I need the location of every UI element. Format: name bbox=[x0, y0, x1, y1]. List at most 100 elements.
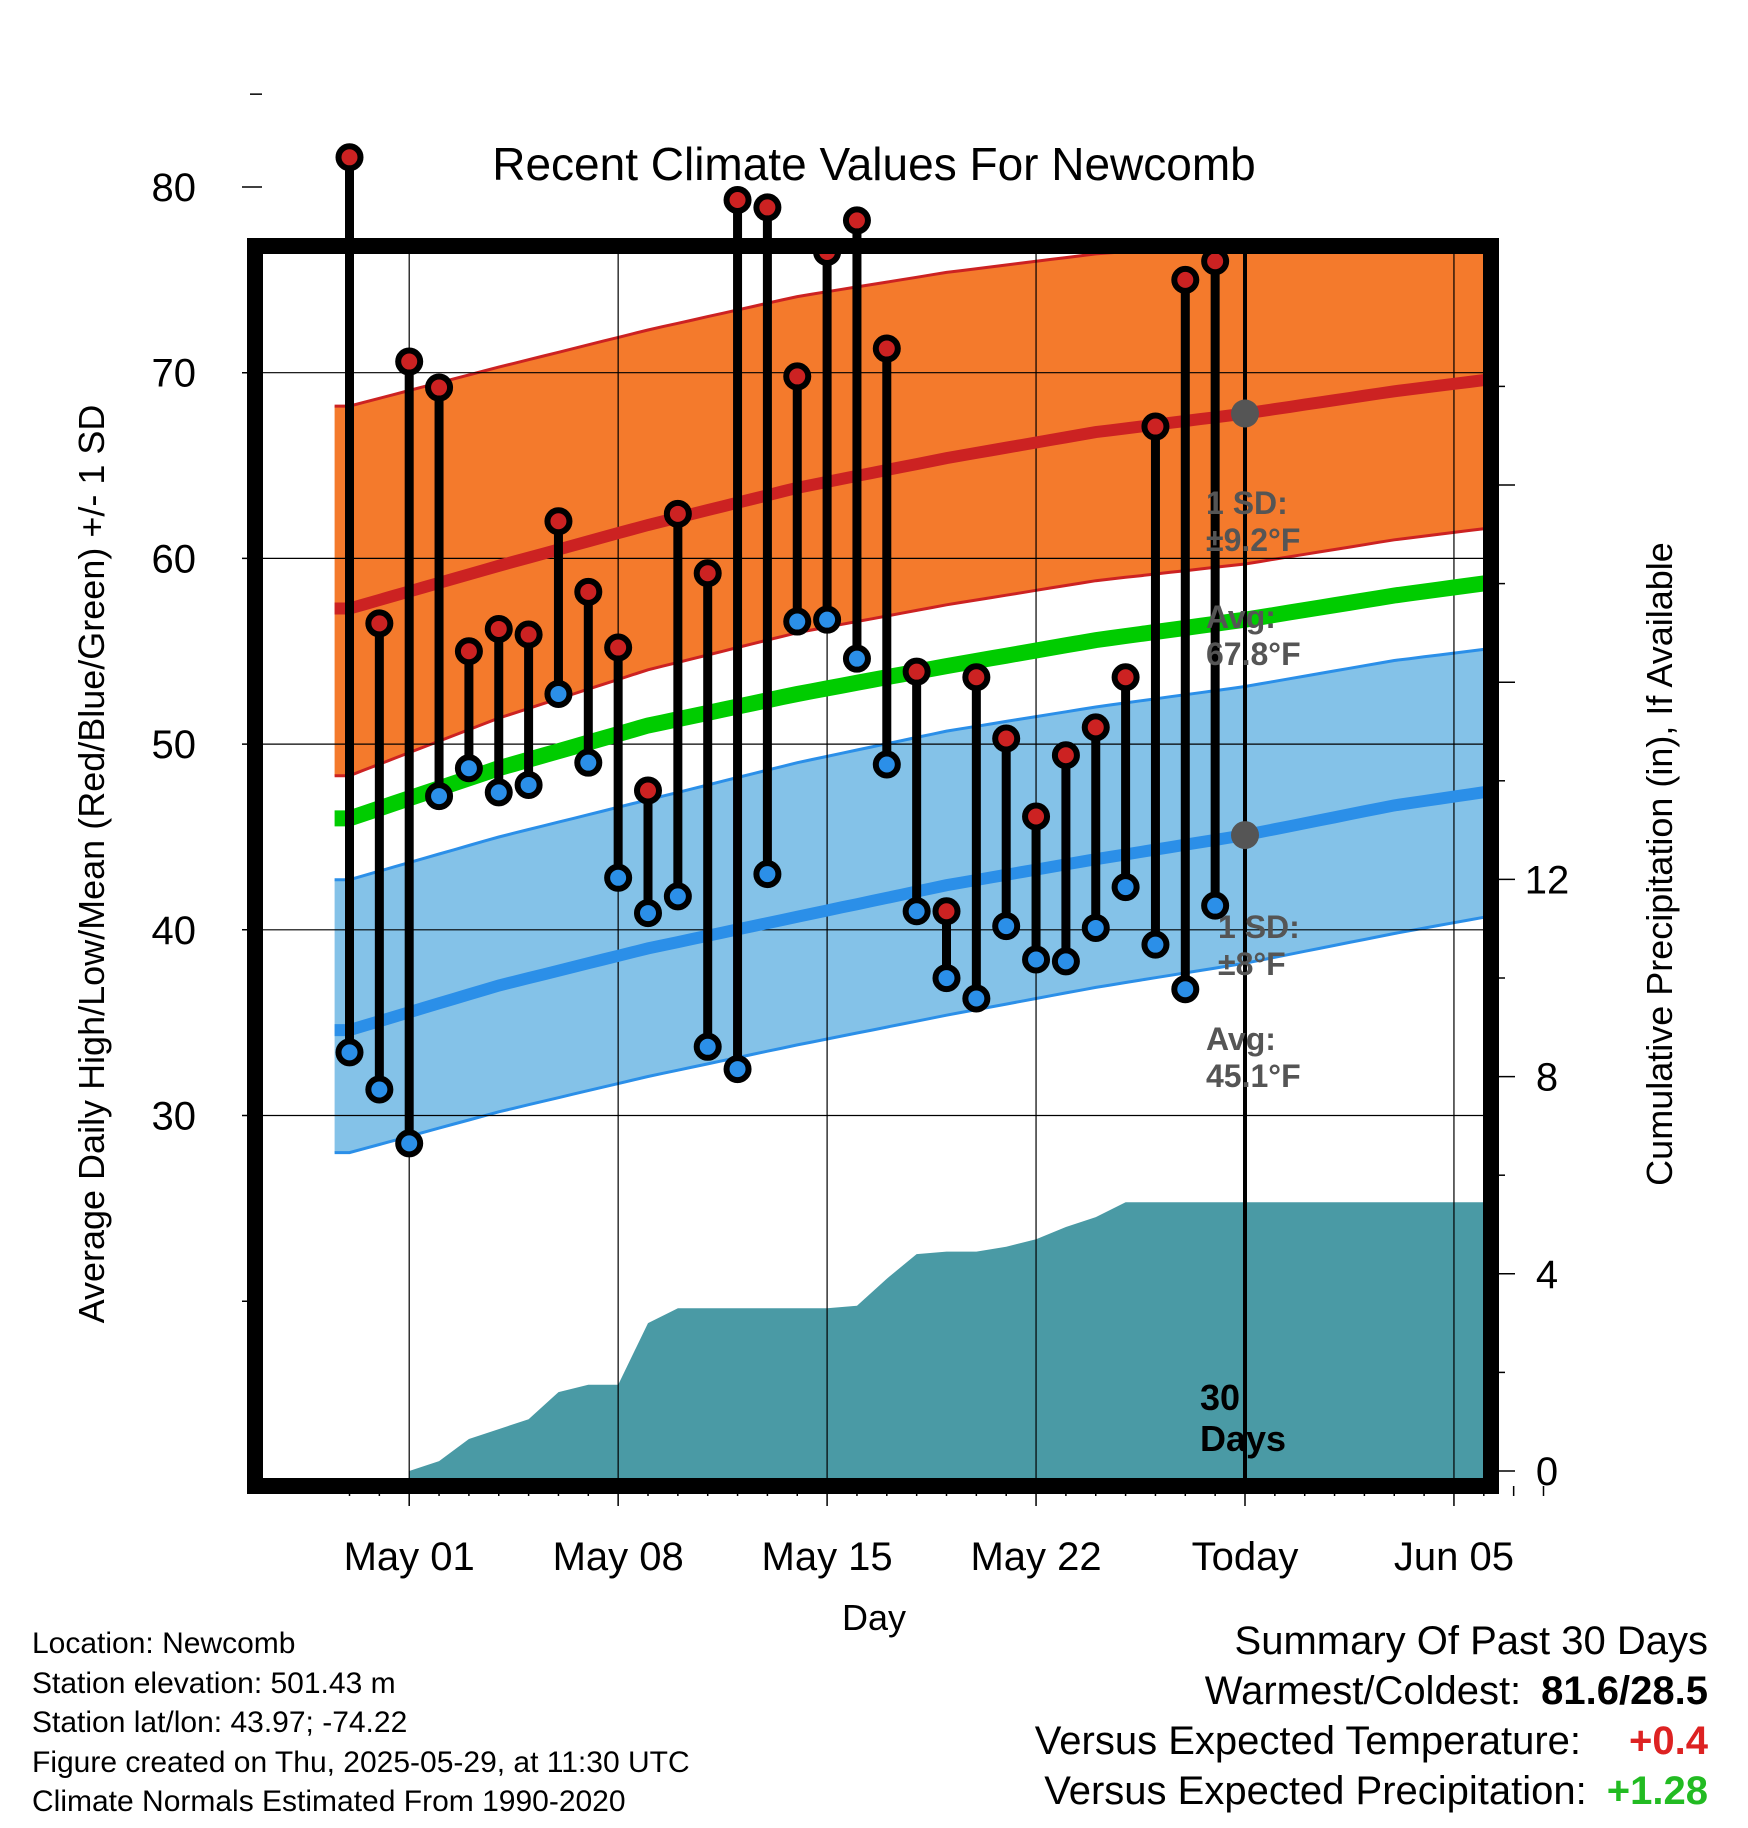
summary-precip-value: +1.28 bbox=[1606, 1769, 1708, 1813]
low-point bbox=[484, 778, 513, 807]
high-point bbox=[1081, 713, 1110, 742]
low-point bbox=[604, 863, 633, 892]
y-tick-label-right: 0 bbox=[1536, 1450, 1558, 1494]
high-point bbox=[962, 663, 991, 692]
info-normals: Climate Normals Estimated From 1990-2020 bbox=[32, 1785, 626, 1818]
high-point bbox=[693, 559, 722, 588]
high-point bbox=[1171, 265, 1200, 294]
low-point bbox=[454, 754, 483, 783]
low-point bbox=[992, 912, 1021, 941]
high-point bbox=[1111, 663, 1140, 692]
high-point bbox=[753, 193, 782, 222]
low-point bbox=[842, 644, 871, 673]
high-sd-upper-line bbox=[334, 246, 1221, 408]
high-point bbox=[335, 143, 364, 172]
high-point bbox=[484, 614, 513, 643]
info-latlon: Station lat/lon: 43.97; -74.22 bbox=[32, 1706, 408, 1739]
high-point bbox=[425, 373, 454, 402]
info-created: Figure created on Thu, 2025-05-29, at 11… bbox=[32, 1745, 690, 1779]
low-sd-annotation-line-0: 1 SD: bbox=[1218, 909, 1300, 945]
low-avg-annotation-line-0: Avg: bbox=[1206, 1021, 1276, 1057]
high-sd-annotation-line-1: ±9.2°F bbox=[1206, 522, 1300, 558]
low-point bbox=[723, 1055, 752, 1084]
high-avg-marker bbox=[1231, 399, 1259, 428]
low-avg-annotation-line-1: 45.1°F bbox=[1206, 1058, 1301, 1094]
high-point bbox=[723, 185, 752, 214]
y-tick-label-right: 12 bbox=[1525, 858, 1570, 902]
high-sd-lower-line bbox=[334, 527, 1484, 778]
info-elevation: Station elevation: 501.43 m bbox=[32, 1666, 396, 1700]
high-avg-annotation-line-0: Avg: bbox=[1206, 599, 1276, 635]
high-point bbox=[604, 633, 633, 662]
plot-area bbox=[262, 246, 1484, 1480]
low-point bbox=[514, 770, 543, 799]
mean-line bbox=[334, 575, 1484, 827]
axes: 30 40 50 60 70 80 0 4 8 12 May 01 May 08 May 15 May 2… bbox=[152, 93, 1570, 1579]
low-sd-lower-line bbox=[334, 915, 1484, 1155]
high-point bbox=[634, 776, 662, 805]
high-avg-line bbox=[334, 374, 1484, 615]
low-point bbox=[425, 782, 454, 811]
summary-temp-value: +0.4 bbox=[1629, 1719, 1708, 1763]
high-point bbox=[783, 362, 812, 391]
y-tick-label-left: 70 bbox=[152, 352, 197, 396]
info-location: Location: Newcomb bbox=[32, 1627, 296, 1660]
low-point bbox=[872, 750, 901, 779]
low-avg-line bbox=[334, 786, 1484, 1037]
x-tick-label: May 22 bbox=[970, 1535, 1101, 1579]
low-point bbox=[693, 1032, 722, 1061]
low-avg-marker bbox=[1231, 821, 1259, 850]
station-info: Location: Newcomb Station elevation: 501… bbox=[32, 1624, 690, 1822]
low-point bbox=[1081, 913, 1110, 942]
high-point bbox=[992, 724, 1021, 753]
high-point bbox=[544, 507, 573, 536]
high-sd-annotation-line-0: 1 SD: bbox=[1206, 485, 1288, 521]
high-point bbox=[365, 609, 394, 638]
low-point bbox=[1051, 947, 1080, 976]
high-avg-annotation-line-1: 67.8°F bbox=[1206, 636, 1301, 672]
high-point bbox=[663, 499, 692, 528]
low-point bbox=[902, 897, 931, 926]
y-tick-label-left: 80 bbox=[152, 166, 197, 210]
y-axis-title-right: Cumulative Precipitation (in), If Availa… bbox=[1639, 542, 1680, 1186]
x-tick-label: May 01 bbox=[344, 1535, 475, 1579]
x-tick-label: May 08 bbox=[553, 1535, 684, 1579]
summary-warmest-label: Warmest/Coldest: bbox=[1204, 1669, 1522, 1713]
days-label-line-1: Days bbox=[1200, 1418, 1286, 1459]
high-point bbox=[932, 897, 961, 926]
summary-precip-label: Versus Expected Precipitation: bbox=[1044, 1769, 1587, 1813]
low-point bbox=[335, 1038, 364, 1067]
summary-warmest-value: 81.6/28.5 bbox=[1541, 1669, 1708, 1713]
x-axis-title: Day bbox=[842, 1597, 906, 1638]
low-point bbox=[1141, 930, 1170, 959]
precipitation-area bbox=[409, 1202, 1484, 1480]
high-point bbox=[454, 637, 483, 666]
low-point bbox=[365, 1075, 394, 1104]
y-tick-label-right: 8 bbox=[1536, 1056, 1558, 1100]
high-point bbox=[902, 657, 931, 686]
low-point bbox=[962, 984, 991, 1013]
y-tick-label-right: 4 bbox=[1536, 1253, 1558, 1297]
summary-title: Summary Of Past 30 Days bbox=[1234, 1619, 1708, 1663]
low-point bbox=[663, 882, 692, 911]
high-point bbox=[395, 347, 424, 376]
low-point bbox=[1171, 975, 1200, 1004]
summary-temp-label: Versus Expected Temperature: bbox=[1034, 1719, 1582, 1763]
y-tick-label-left: 60 bbox=[152, 537, 197, 581]
low-sd-upper-line bbox=[334, 647, 1484, 882]
low-point bbox=[1022, 945, 1051, 974]
x-tick-label: Jun 05 bbox=[1394, 1535, 1514, 1579]
low-point bbox=[753, 860, 782, 889]
x-tick-label: May 15 bbox=[762, 1535, 893, 1579]
low-point bbox=[932, 964, 961, 993]
low-point bbox=[1111, 873, 1140, 902]
high-point bbox=[514, 620, 543, 649]
chart-title: Recent Climate Values For Newcomb bbox=[492, 138, 1256, 190]
low-sd-band bbox=[334, 649, 1484, 1153]
high-point bbox=[842, 206, 871, 235]
low-point bbox=[783, 607, 812, 636]
y-tick-label-left: 40 bbox=[152, 909, 197, 953]
low-sd-annotation-line-1: ±8°F bbox=[1218, 946, 1286, 982]
low-point bbox=[544, 679, 573, 708]
